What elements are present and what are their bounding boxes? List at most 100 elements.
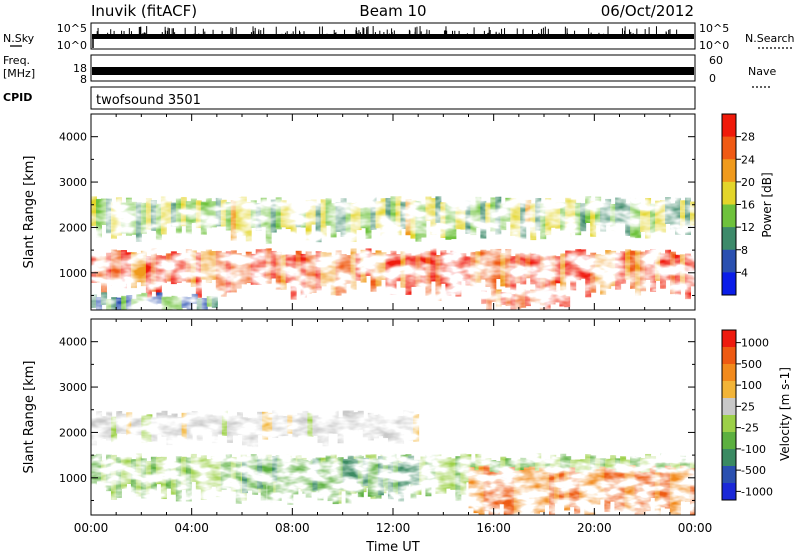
data-cell xyxy=(403,457,410,487)
data-cell xyxy=(549,289,556,305)
data-cell xyxy=(520,289,527,308)
velocity-colorbar-ticks: 1000 500 100 25 -25 -100 -500 -1000 xyxy=(736,337,773,498)
y-tick-label: 2000 xyxy=(59,221,87,234)
data-cell xyxy=(390,250,397,295)
data-cell xyxy=(685,197,692,235)
data-cell xyxy=(357,410,364,430)
colorbar-tick-label: 12 xyxy=(741,221,755,234)
data-cell xyxy=(176,416,183,436)
data-cell xyxy=(220,199,227,227)
data-cell xyxy=(191,293,198,304)
data-cell xyxy=(525,199,532,225)
data-cell xyxy=(530,289,536,303)
freq-unit-label: [MHz] xyxy=(3,67,35,80)
data-cell xyxy=(559,469,566,504)
colorbar-swatch xyxy=(722,347,736,365)
data-cell xyxy=(503,470,510,515)
data-cell xyxy=(252,417,259,448)
data-cell xyxy=(175,253,182,283)
data-cell xyxy=(110,454,117,500)
beam-title: Beam 10 xyxy=(359,2,426,20)
data-cell xyxy=(290,202,297,237)
data-cell xyxy=(403,410,410,433)
data-cell xyxy=(260,248,267,284)
data-cell xyxy=(545,255,552,297)
data-cell xyxy=(210,251,217,280)
velocity-colorbar-label: Velocity [m s-1] xyxy=(778,367,792,461)
data-cell xyxy=(665,197,672,225)
data-cell xyxy=(584,471,591,515)
data-cell xyxy=(110,249,117,286)
data-cell xyxy=(210,201,217,228)
data-cell xyxy=(398,462,405,502)
data-cell xyxy=(382,455,389,487)
data-cell xyxy=(413,459,420,488)
colorbar-swatch xyxy=(722,330,736,348)
data-cell xyxy=(105,198,112,234)
colorbar-swatch xyxy=(722,114,736,138)
nsky-left-tick-bottom: 10^0 xyxy=(57,39,87,52)
colorbar-tick-label: 25 xyxy=(741,400,755,413)
data-cell xyxy=(235,461,242,504)
data-cell xyxy=(505,249,512,288)
power-colorbar-swatches xyxy=(722,114,736,296)
data-cell xyxy=(126,295,133,310)
data-cell xyxy=(385,254,392,295)
data-cell xyxy=(533,470,540,514)
data-cell xyxy=(257,411,264,436)
data-cell xyxy=(136,417,143,436)
data-cell xyxy=(332,463,339,505)
data-cell xyxy=(226,416,233,443)
data-cell xyxy=(180,254,187,282)
data-cell xyxy=(285,203,292,230)
data-cell xyxy=(350,248,357,290)
data-cell xyxy=(95,248,102,283)
data-cell xyxy=(340,254,347,294)
data-cell xyxy=(670,251,677,295)
data-cell xyxy=(136,294,143,309)
data-cell xyxy=(595,254,602,285)
colorbar-tick-label: -500 xyxy=(741,464,766,477)
data-cell xyxy=(585,196,592,223)
data-cell xyxy=(242,459,249,494)
data-cell xyxy=(480,249,487,280)
data-cell xyxy=(195,200,202,229)
data-cell xyxy=(395,196,402,236)
colorbar-swatch xyxy=(722,249,736,273)
data-cell xyxy=(604,468,611,513)
data-cell xyxy=(216,411,223,435)
data-cell xyxy=(485,250,492,287)
data-cell xyxy=(307,412,314,437)
data-cell xyxy=(292,463,299,495)
data-cell xyxy=(120,456,127,489)
data-cell xyxy=(120,202,127,234)
data-cell xyxy=(310,199,317,225)
data-cell xyxy=(231,415,238,436)
power-data xyxy=(91,196,695,310)
data-cell xyxy=(574,472,581,514)
data-cell xyxy=(302,460,309,494)
colorbar-swatch xyxy=(722,159,736,183)
colorbar-swatch xyxy=(722,364,736,382)
data-cell xyxy=(619,464,626,515)
data-cell xyxy=(490,197,497,232)
data-cell xyxy=(560,202,567,232)
data-cell xyxy=(405,199,412,236)
data-cell xyxy=(655,251,662,281)
colorbar-tick-label: 24 xyxy=(741,153,755,166)
data-cell xyxy=(410,255,417,287)
colorbar-swatch xyxy=(722,227,736,251)
data-cell xyxy=(660,253,667,289)
data-cell xyxy=(210,456,217,487)
nsky-left-tick-top: 10^5 xyxy=(57,22,87,35)
data-cell xyxy=(382,413,389,439)
data-cell xyxy=(475,196,482,228)
data-cell xyxy=(595,196,602,226)
data-cell xyxy=(435,196,442,224)
data-cell xyxy=(96,297,103,310)
data-cell xyxy=(495,289,502,309)
data-cell xyxy=(290,254,297,300)
data-cell xyxy=(95,198,102,238)
